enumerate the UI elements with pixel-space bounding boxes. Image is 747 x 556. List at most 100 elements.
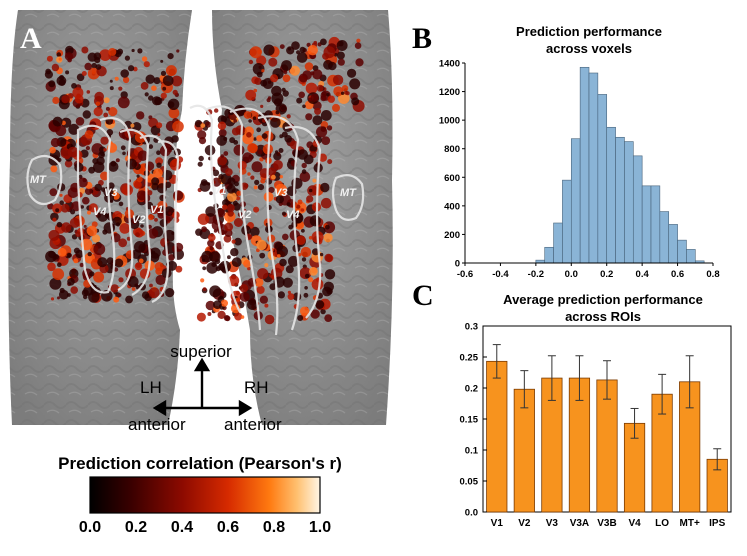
activation-patch — [199, 181, 211, 192]
activation-patch — [141, 56, 148, 62]
activation-patch — [308, 236, 313, 240]
activation-patch — [49, 146, 56, 154]
activation-patch — [356, 38, 361, 43]
activation-patch — [326, 288, 333, 295]
activation-patch — [308, 188, 313, 193]
histogram-bar — [562, 179, 572, 264]
activation-patch — [239, 291, 250, 302]
activation-patch — [202, 287, 207, 291]
activation-patch — [233, 144, 245, 156]
x-tick-label: V3 — [546, 518, 559, 529]
y-tick-label: 600 — [444, 173, 460, 184]
activation-patch — [205, 300, 216, 311]
activation-patch — [85, 146, 90, 151]
activation-patch — [147, 224, 152, 229]
activation-patch — [93, 107, 103, 117]
activation-patch — [248, 119, 252, 123]
chart-title-line: Prediction performance — [516, 24, 662, 39]
activation-patch — [114, 258, 124, 268]
activation-patch — [321, 136, 331, 146]
activation-patch — [65, 70, 70, 75]
activation-patch — [209, 246, 214, 251]
activation-patch — [97, 211, 109, 222]
activation-patch — [100, 171, 109, 181]
activation-patch — [122, 76, 130, 84]
activation-patch — [106, 257, 114, 265]
activation-patch — [47, 203, 54, 210]
activation-patch — [68, 93, 74, 99]
roi-bar — [596, 379, 618, 513]
activation-patch — [77, 177, 88, 188]
activation-patch — [256, 135, 263, 142]
activation-patch — [147, 228, 159, 239]
roi-bar-chart: Average prediction performance across ROI… — [460, 292, 732, 529]
activation-patch — [307, 45, 318, 56]
activation-patch — [320, 38, 327, 46]
activation-patch — [301, 257, 307, 262]
activation-patch — [150, 205, 159, 214]
activation-patch — [312, 178, 317, 183]
roi-label-v3-right: V3 — [274, 187, 287, 199]
activation-patch — [151, 177, 160, 186]
activation-patch — [233, 119, 238, 123]
activation-patch — [226, 184, 236, 194]
activation-patch — [198, 137, 207, 145]
y-tick-label: 0.2 — [465, 384, 478, 395]
activation-patch — [140, 82, 149, 90]
activation-patch — [144, 92, 149, 97]
activation-patch — [61, 117, 72, 128]
activation-patch — [57, 262, 62, 268]
activation-patch — [45, 68, 52, 75]
activation-patch — [233, 202, 241, 211]
activation-patch — [92, 234, 101, 243]
activation-patch — [52, 268, 65, 281]
activation-patch — [282, 74, 291, 83]
orientation-anterior-left: anterior — [128, 415, 186, 434]
activation-patch — [92, 158, 99, 165]
activation-patch — [83, 294, 88, 300]
activation-patch — [94, 183, 102, 192]
activation-patch — [117, 293, 122, 297]
activation-patch — [201, 226, 208, 233]
histogram-bar — [659, 211, 670, 264]
activation-patch — [217, 155, 228, 166]
activation-patch — [299, 46, 306, 54]
activation-patch — [165, 65, 177, 77]
activation-patch — [124, 55, 130, 61]
activation-patch — [114, 76, 119, 81]
activation-patch — [81, 289, 89, 297]
activation-patch — [131, 218, 138, 224]
activation-patch — [336, 51, 345, 60]
activation-patch — [152, 96, 162, 106]
activation-patch — [86, 90, 91, 94]
activation-patch — [219, 188, 226, 195]
activation-patch — [224, 229, 233, 237]
activation-patch — [67, 278, 75, 286]
activation-patch — [167, 98, 180, 111]
activation-patch — [242, 152, 253, 163]
activation-patch — [285, 265, 294, 274]
activation-patch — [239, 284, 249, 293]
activation-patch — [97, 257, 108, 268]
x-tick-label: V1 — [491, 518, 504, 529]
activation-patch — [151, 182, 159, 191]
activation-patch — [93, 243, 106, 256]
activation-patch — [168, 107, 180, 119]
activation-patch — [211, 262, 217, 268]
activation-patch — [114, 50, 122, 58]
activation-patch — [81, 46, 89, 54]
activation-patch — [231, 239, 236, 244]
activation-patch — [107, 182, 115, 190]
activation-patch — [316, 126, 328, 138]
activation-patch — [153, 77, 161, 85]
roi-label-v4-left: V4 — [93, 206, 106, 218]
activation-patch — [61, 95, 70, 104]
activation-patch — [76, 73, 85, 82]
activation-patch — [136, 176, 143, 183]
activation-patch — [100, 151, 105, 157]
activation-patch — [233, 218, 243, 227]
activation-patch — [105, 106, 110, 111]
activation-patch — [59, 193, 63, 197]
activation-patch — [109, 86, 114, 91]
activation-patch — [134, 262, 143, 271]
